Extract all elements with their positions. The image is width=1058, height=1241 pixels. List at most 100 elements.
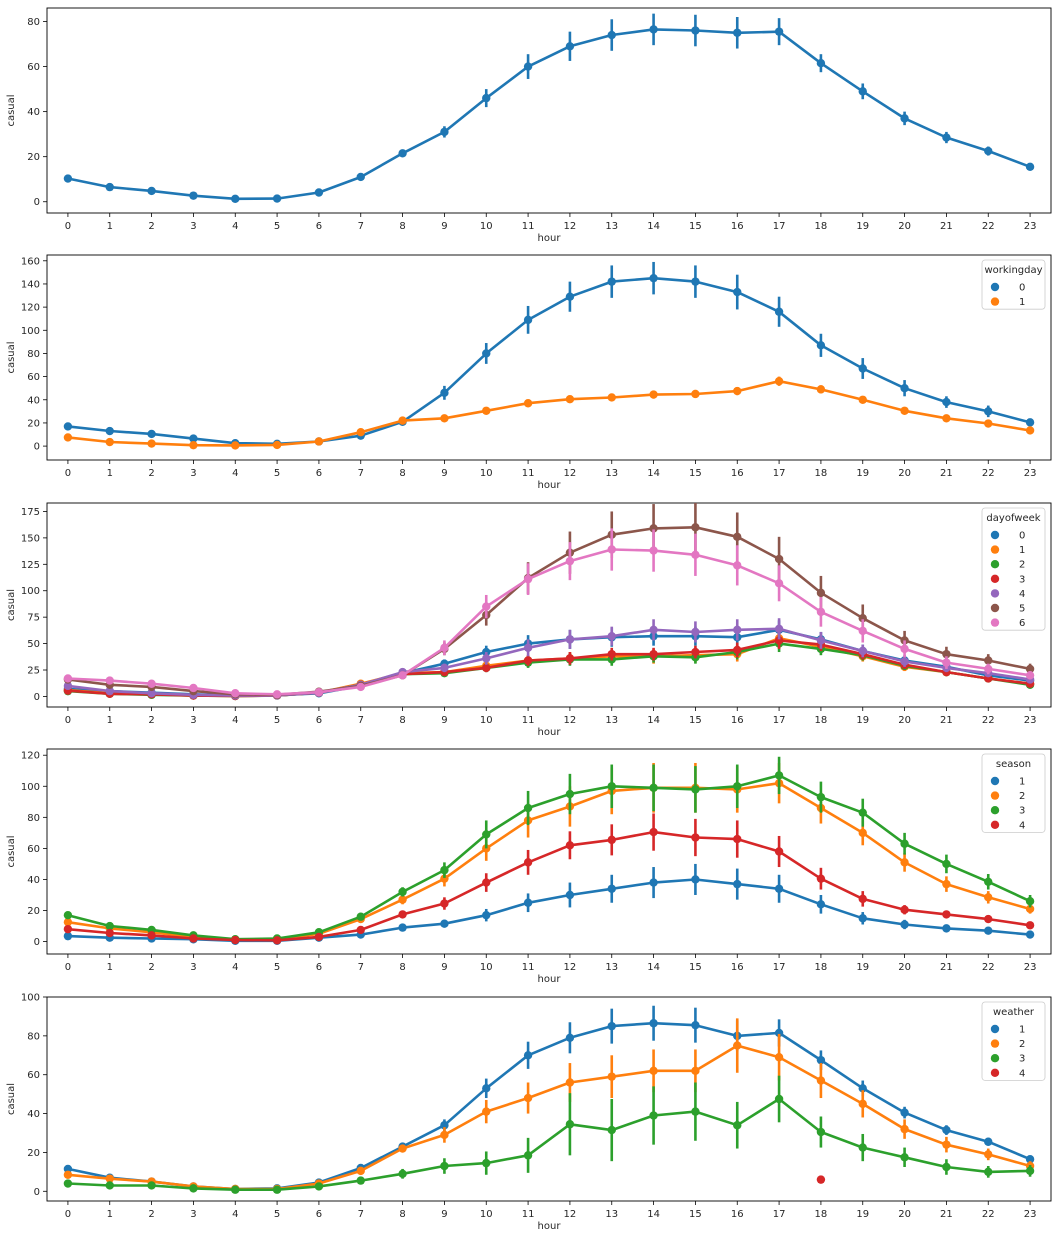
series-line bbox=[67, 276, 1031, 446]
data-point bbox=[272, 690, 282, 699]
x-axis-label: hour bbox=[538, 727, 562, 738]
y-tick-label: 20 bbox=[27, 152, 40, 163]
data-point bbox=[858, 894, 867, 904]
x-tick-label: 3 bbox=[190, 1209, 196, 1220]
y-tick-label: 50 bbox=[27, 639, 40, 650]
series-1 bbox=[63, 376, 1035, 450]
x-axis-label: hour bbox=[538, 480, 562, 491]
x-tick-label: 0 bbox=[65, 468, 71, 479]
data-point bbox=[774, 377, 784, 386]
data-point bbox=[900, 644, 909, 654]
x-tick-label: 7 bbox=[358, 962, 364, 973]
x-tick-label: 20 bbox=[898, 468, 911, 479]
data-point bbox=[607, 1021, 616, 1031]
data-point bbox=[565, 394, 575, 404]
series-line bbox=[67, 636, 1031, 698]
x-tick-label: 21 bbox=[940, 715, 953, 726]
data-point bbox=[523, 399, 533, 408]
plot-frame bbox=[46, 996, 1052, 1202]
legend-marker bbox=[990, 806, 1000, 815]
data-point bbox=[691, 389, 700, 399]
x-tick-label: 22 bbox=[982, 1209, 995, 1220]
data-point bbox=[607, 631, 616, 641]
series-1 bbox=[63, 1005, 1035, 1194]
data-point bbox=[733, 879, 742, 889]
data-point bbox=[691, 550, 700, 559]
legend-marker bbox=[990, 545, 1000, 554]
data-point bbox=[984, 664, 993, 674]
data-point bbox=[607, 1125, 616, 1135]
series-0 bbox=[63, 261, 1035, 448]
data-point bbox=[774, 579, 784, 588]
x-tick-label: 21 bbox=[940, 1209, 953, 1220]
x-tick-label: 19 bbox=[856, 715, 869, 726]
chart-panel-4: 0 1 2 3 4 5 6 7 8 9 10 11 12 13 14 15 16 17 18 19 20 21 22 2302… bbox=[6, 748, 1052, 985]
data-point bbox=[356, 172, 365, 182]
chart-panel-1: 0 1 2 3 4 5 6 7 8 9 10 11 12 13 14 15 16 17 18 19 20 21 22 2302… bbox=[6, 7, 1052, 244]
legend-entry: 3 bbox=[1019, 574, 1025, 585]
x-tick-label: 11 bbox=[522, 221, 535, 232]
data-point bbox=[105, 182, 114, 192]
series-6 bbox=[63, 528, 1035, 699]
data-point bbox=[942, 859, 951, 869]
data-point bbox=[105, 1174, 114, 1183]
data-point bbox=[314, 688, 324, 697]
x-tick-label: 15 bbox=[689, 1209, 702, 1220]
x-tick-label: 7 bbox=[358, 1209, 364, 1220]
y-axis-label: casual bbox=[6, 589, 17, 621]
legend-marker bbox=[990, 589, 1000, 598]
data-point bbox=[774, 847, 784, 856]
legend-entry: 2 bbox=[1019, 791, 1025, 802]
data-point bbox=[774, 307, 784, 316]
data-point bbox=[607, 545, 616, 554]
legend-entry: 2 bbox=[1019, 560, 1025, 571]
data-point bbox=[105, 1181, 114, 1190]
data-point bbox=[1025, 1166, 1035, 1176]
data-point bbox=[733, 386, 742, 396]
data-point bbox=[565, 635, 575, 644]
legend-box bbox=[981, 259, 1046, 310]
data-point bbox=[440, 643, 449, 653]
y-tick-label: 60 bbox=[27, 844, 40, 855]
series-2 bbox=[63, 1018, 1035, 1194]
data-point bbox=[440, 1121, 449, 1130]
data-point bbox=[440, 899, 449, 908]
data-point bbox=[63, 422, 73, 431]
x-tick-label: 19 bbox=[856, 1209, 869, 1220]
legend-entry: 4 bbox=[1019, 589, 1025, 600]
y-tick-label: 0 bbox=[34, 442, 40, 453]
x-tick-label: 4 bbox=[232, 715, 238, 726]
x-tick-label: 13 bbox=[605, 468, 618, 479]
data-point bbox=[482, 1107, 491, 1116]
data-point bbox=[523, 62, 533, 71]
x-tick-label: 0 bbox=[65, 962, 71, 973]
x-tick-label: 10 bbox=[480, 715, 493, 726]
x-tick-label: 20 bbox=[898, 715, 911, 726]
x-tick-label: 0 bbox=[65, 221, 71, 232]
x-tick-label: 8 bbox=[399, 962, 405, 973]
data-point bbox=[565, 1078, 575, 1087]
data-point bbox=[314, 932, 324, 942]
data-point bbox=[356, 1176, 365, 1185]
data-point bbox=[816, 1076, 826, 1085]
data-point bbox=[984, 926, 993, 935]
x-tick-label: 11 bbox=[522, 962, 535, 973]
data-point bbox=[231, 441, 240, 450]
y-tick-label: 160 bbox=[21, 256, 40, 267]
y-tick-label: 20 bbox=[27, 418, 40, 429]
data-point bbox=[231, 194, 240, 204]
series-4 bbox=[63, 813, 1035, 945]
legend-entry: 6 bbox=[1019, 618, 1025, 629]
x-tick-label: 12 bbox=[564, 715, 577, 726]
legend-marker bbox=[990, 297, 1000, 306]
data-point bbox=[147, 439, 156, 448]
x-tick-label: 8 bbox=[399, 221, 405, 232]
data-point bbox=[649, 25, 658, 34]
series-line bbox=[67, 1097, 1031, 1191]
data-point bbox=[356, 428, 365, 437]
series-line bbox=[67, 830, 1031, 942]
data-point bbox=[774, 1053, 784, 1062]
plot-frame bbox=[46, 748, 1052, 955]
data-point bbox=[482, 910, 491, 920]
data-point bbox=[942, 658, 951, 667]
